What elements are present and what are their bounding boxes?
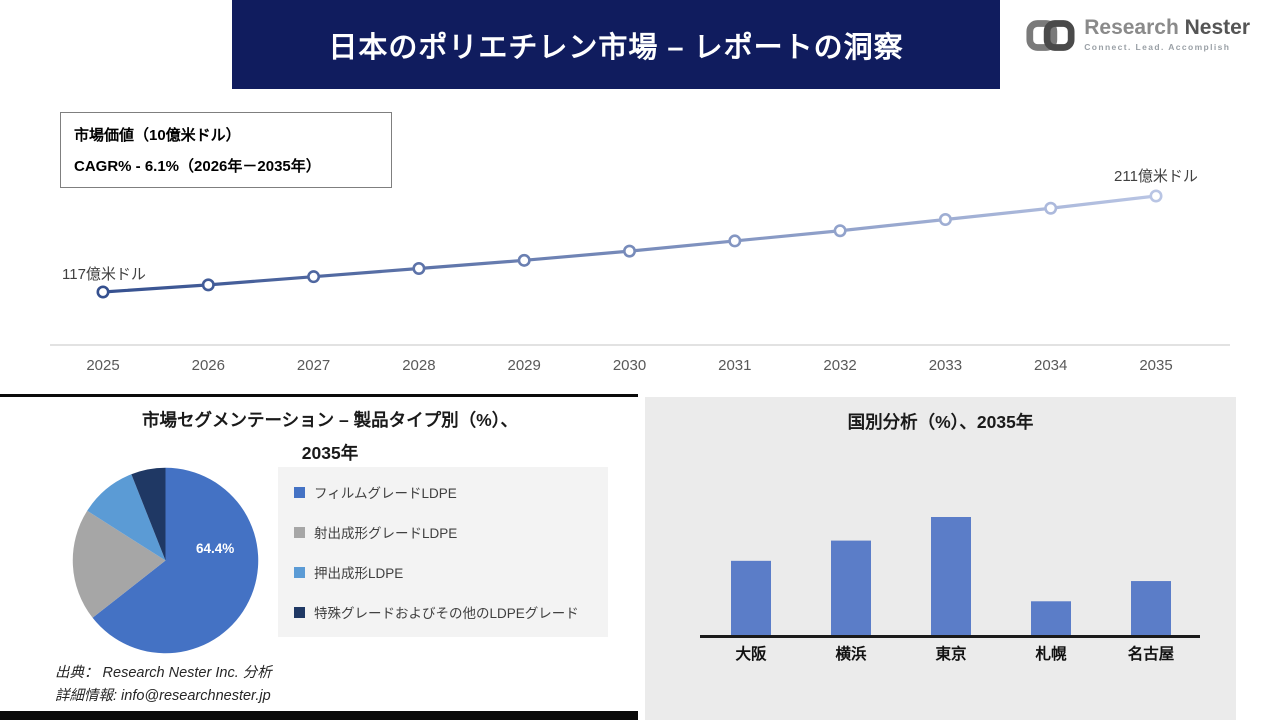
x-axis-tick-label: 2025	[86, 357, 119, 374]
cagr-label: CAGR% - 6.1%（2026年－2035年）	[74, 158, 321, 175]
data-point-marker	[96, 285, 110, 299]
data-point-marker	[517, 253, 531, 267]
trend-line	[102, 194, 1157, 294]
segmentation-title: 市場セグメンテーション – 製品タイプ別（%）、 2035年	[40, 404, 620, 471]
pie-slice	[92, 467, 259, 654]
line-end-value-label: 211億米ドル	[1114, 168, 1198, 185]
bottom-accent-bar	[0, 711, 638, 720]
logo-name-research: Research	[1084, 16, 1179, 39]
section-divider	[0, 394, 638, 397]
x-axis-tick-label: 2030	[613, 357, 646, 374]
line-start-value-label: 117億米ドル	[62, 266, 146, 283]
source-attribution: 出典： Research Nester Inc. 分析	[55, 665, 272, 681]
data-point-marker	[412, 262, 426, 276]
pie-slice	[72, 510, 166, 618]
segmentation-title-line1: 市場セグメンテーション – 製品タイプ別（%）、	[142, 410, 518, 430]
x-axis-tick-label: 2034	[1034, 357, 1067, 374]
bar-category-label: 横浜	[835, 644, 867, 663]
pie-legend: フィルムグレードLDPE 射出成形グレードLDPE 押出成形LDPE 特殊グレードおよ…	[278, 467, 608, 637]
market-value-info-box: 市場価値（10億米ドル） CAGR% - 6.1%（2026年－2035年）	[60, 112, 392, 188]
logo-name-nester: Nester	[1184, 16, 1250, 39]
bar	[931, 517, 971, 635]
legend-swatch	[294, 566, 305, 578]
legend-label: 射出成形グレードLDPE	[314, 526, 458, 541]
bar-category-label: 大阪	[735, 644, 767, 663]
data-point-marker	[833, 224, 847, 238]
legend-swatch	[294, 526, 305, 538]
market-value-label: 市場価値（10億米ドル）	[74, 127, 241, 144]
legend-swatch	[294, 486, 305, 498]
data-point-marker	[938, 212, 952, 226]
chain-links-icon	[1025, 16, 1075, 61]
bar-category-label: 名古屋	[1128, 644, 1175, 663]
legend-item: 特殊グレードおよびその他のLDPEグレード	[294, 602, 592, 622]
bar-chart: 大阪 横浜 東京 札幌 名古屋	[700, 517, 1200, 663]
legend-swatch	[294, 606, 305, 618]
bar	[831, 540, 871, 635]
data-point-marker	[307, 270, 321, 284]
x-axis-tick-label: 2027	[297, 357, 330, 374]
x-axis-tick-label: 2032	[823, 357, 856, 374]
legend-item: 押出成形LDPE	[294, 562, 592, 582]
pie-slice	[131, 467, 166, 561]
bar-category-label: 東京	[935, 644, 966, 663]
page-title: 日本のポリエチレン市場 – レポートの洞察	[328, 31, 904, 64]
data-point-marker	[201, 278, 215, 292]
data-point-marker	[728, 234, 742, 248]
x-axis-tick-label: 2031	[718, 357, 751, 374]
bar	[1131, 581, 1171, 635]
bar-category-label: 札幌	[1034, 644, 1067, 663]
segmentation-title-line2: 2035年	[301, 443, 359, 464]
pie-slice	[87, 474, 166, 561]
logo-text: Research Nester Connect. Lead. Accomplis…	[1084, 16, 1250, 52]
legend-item: フィルムグレードLDPE	[294, 482, 592, 502]
x-axis-tick-label: 2033	[929, 357, 962, 374]
logo-name: Research Nester	[1084, 16, 1250, 39]
data-point-marker	[1149, 189, 1163, 203]
legend-item: 射出成形グレードLDPE	[294, 522, 592, 542]
legend-label: 押出成形LDPE	[314, 566, 404, 581]
x-axis-tick-label: 2028	[402, 357, 435, 374]
pie-slice-value-label: 64.4%	[196, 541, 235, 556]
contact-email: 詳細情報: info@researchnester.jp	[55, 688, 271, 704]
bar	[731, 560, 771, 635]
x-axis-tick-label: 2029	[508, 357, 541, 374]
pie-chart	[72, 467, 259, 654]
logo-tagline: Connect. Lead. Accomplish	[1084, 42, 1231, 53]
country-analysis-title: 国別分析（%）、2035年	[847, 412, 1034, 432]
data-point-marker	[622, 244, 636, 258]
country-analysis-panel: 大阪 横浜 東京 札幌 名古屋 国別分析（%）、2035年	[645, 397, 1236, 720]
line-chart: 2025 2026 2027 2028 2029 2030 2031 2032 2033 2034…	[50, 189, 1230, 374]
brand-logo: Research Nester Connect. Lead. Accomplis…	[1025, 16, 1250, 61]
x-axis-tick-label: 2035	[1139, 357, 1172, 374]
header-banner: 日本のポリエチレン市場 – レポートの洞察	[232, 0, 1000, 89]
data-point-marker	[1044, 201, 1058, 215]
x-axis-tick-label: 2026	[192, 357, 225, 374]
bar	[1031, 601, 1071, 635]
legend-label: 特殊グレードおよびその他のLDPEグレード	[314, 606, 579, 621]
legend-label: フィルムグレードLDPE	[314, 486, 457, 501]
